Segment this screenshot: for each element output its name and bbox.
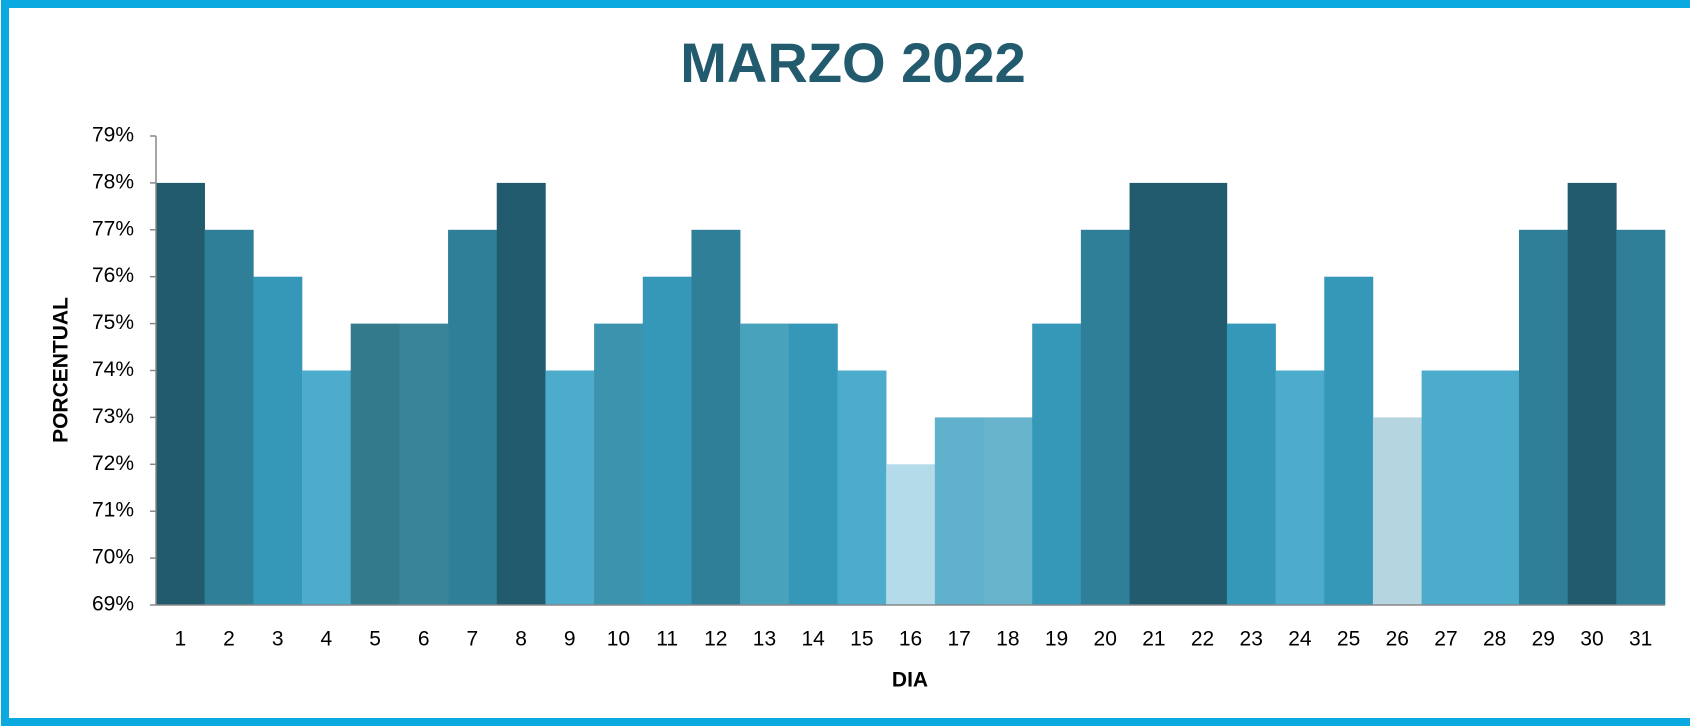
x-tick-label: 23 <box>1240 628 1263 651</box>
bar <box>642 276 692 605</box>
x-tick-label: 25 <box>1337 628 1360 651</box>
y-tick-label: 75% <box>92 311 134 334</box>
bar <box>1080 229 1130 606</box>
y-tick-label: 71% <box>92 499 134 522</box>
x-tick-label: 27 <box>1434 628 1457 651</box>
x-tick-label: 6 <box>418 628 430 651</box>
bar <box>1616 229 1666 606</box>
x-tick-label: 18 <box>996 628 1019 651</box>
bar <box>204 229 254 606</box>
x-tick-label: 15 <box>850 628 873 651</box>
y-tick-label: 70% <box>92 546 134 569</box>
bar <box>302 370 352 605</box>
x-tick-label: 24 <box>1288 628 1312 651</box>
x-axis-label: DIA <box>892 669 928 692</box>
y-tick-label: 69% <box>92 593 134 616</box>
x-tick-label: 29 <box>1532 628 1555 651</box>
x-tick-label: 11 <box>656 628 678 651</box>
bar <box>788 323 838 605</box>
y-tick-label: 74% <box>92 358 134 381</box>
bar <box>1470 370 1520 605</box>
x-tick-label: 16 <box>899 628 922 651</box>
x-tick-label: 26 <box>1386 628 1409 651</box>
bar <box>837 370 887 605</box>
x-tick-label: 19 <box>1045 628 1068 651</box>
chart-title: MARZO 2022 <box>680 31 1025 94</box>
bar <box>886 464 936 605</box>
x-tick-label: 21 <box>1142 628 1165 651</box>
x-tick-label: 30 <box>1580 628 1603 651</box>
bar <box>1421 370 1471 605</box>
bar <box>691 229 741 606</box>
x-tick-label: 3 <box>272 628 284 651</box>
bar <box>253 276 303 605</box>
x-tick-label: 12 <box>704 628 727 651</box>
bar <box>1032 323 1082 605</box>
x-tick-label: 8 <box>515 628 527 651</box>
x-tick-label: 5 <box>369 628 381 651</box>
x-tick-label: 1 <box>174 628 186 651</box>
bar <box>399 323 449 605</box>
bar <box>1178 182 1228 605</box>
bar <box>1518 229 1568 606</box>
bar <box>1324 276 1374 605</box>
bar <box>983 417 1033 605</box>
bar <box>350 323 400 605</box>
y-axis-label: PORCENTUAL <box>50 297 73 443</box>
x-tick-label: 28 <box>1483 628 1506 651</box>
bar <box>156 182 205 605</box>
x-tick-label: 9 <box>564 628 576 651</box>
x-tick-label: 14 <box>801 628 825 651</box>
bar <box>448 229 498 606</box>
bar <box>594 323 644 605</box>
x-tick-label: 17 <box>947 628 970 651</box>
bar <box>934 417 984 605</box>
bar <box>1372 417 1422 605</box>
bar <box>740 323 790 605</box>
bar <box>496 182 546 605</box>
bar <box>1129 182 1179 605</box>
y-tick-label: 78% <box>92 170 134 193</box>
x-tick-label: 22 <box>1191 628 1214 651</box>
y-tick-label: 79% <box>92 124 134 147</box>
x-tick-label: 4 <box>321 628 333 651</box>
x-tick-label: 2 <box>223 628 235 651</box>
y-tick-label: 77% <box>92 217 134 240</box>
bar <box>1275 370 1325 605</box>
y-tick-label: 73% <box>92 405 134 428</box>
x-tick-label: 13 <box>753 628 776 651</box>
x-tick-label: 20 <box>1094 628 1117 651</box>
bar <box>1226 323 1276 605</box>
x-tick-label: 31 <box>1629 628 1652 651</box>
x-tick-label: 7 <box>467 628 479 651</box>
y-tick-label: 72% <box>92 452 134 475</box>
bar <box>1567 182 1617 605</box>
bar <box>545 370 595 605</box>
x-tick-label: 10 <box>607 628 630 651</box>
y-tick-label: 76% <box>92 264 134 287</box>
